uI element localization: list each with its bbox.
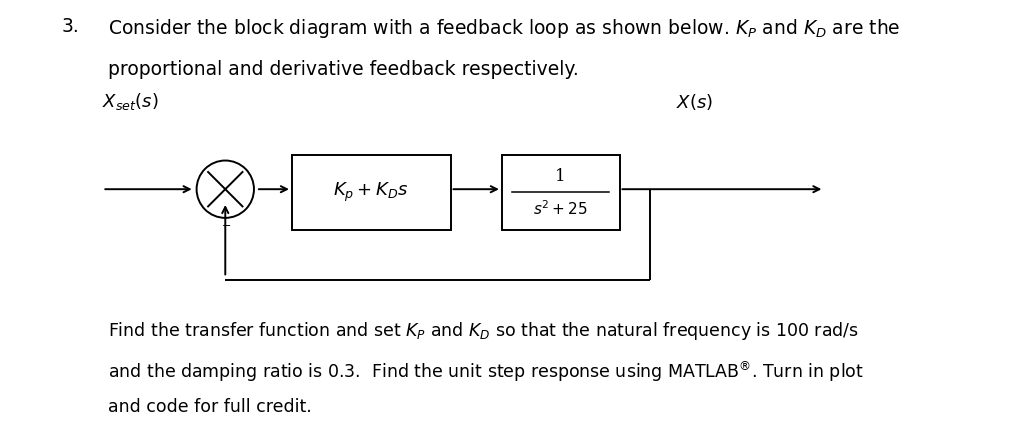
- Text: and code for full credit.: and code for full credit.: [108, 398, 311, 416]
- Text: and the damping ratio is 0.3.  Find the unit step response using $\mathrm{MATLAB: and the damping ratio is 0.3. Find the u…: [108, 359, 863, 384]
- Text: $-$: $-$: [221, 219, 231, 229]
- Text: Find the transfer function and set $K_P$ and $K_D$ so that the natural frequency: Find the transfer function and set $K_P$…: [108, 320, 858, 342]
- Text: $s^2+25$: $s^2+25$: [534, 200, 588, 218]
- Text: Consider the block diagram with a feedback loop as shown below. $K_P$ and $K_D$ : Consider the block diagram with a feedba…: [108, 17, 900, 40]
- Text: 3.: 3.: [61, 17, 79, 36]
- Text: $X(s)$: $X(s)$: [676, 92, 713, 112]
- Bar: [502, 155, 620, 230]
- Text: $K_p + K_D s$: $K_p + K_D s$: [334, 181, 409, 204]
- Bar: [292, 155, 451, 230]
- Text: 1: 1: [555, 169, 566, 185]
- Text: $X_{set}(s)$: $X_{set}(s)$: [102, 91, 159, 112]
- Text: proportional and derivative feedback respectively.: proportional and derivative feedback res…: [108, 60, 579, 79]
